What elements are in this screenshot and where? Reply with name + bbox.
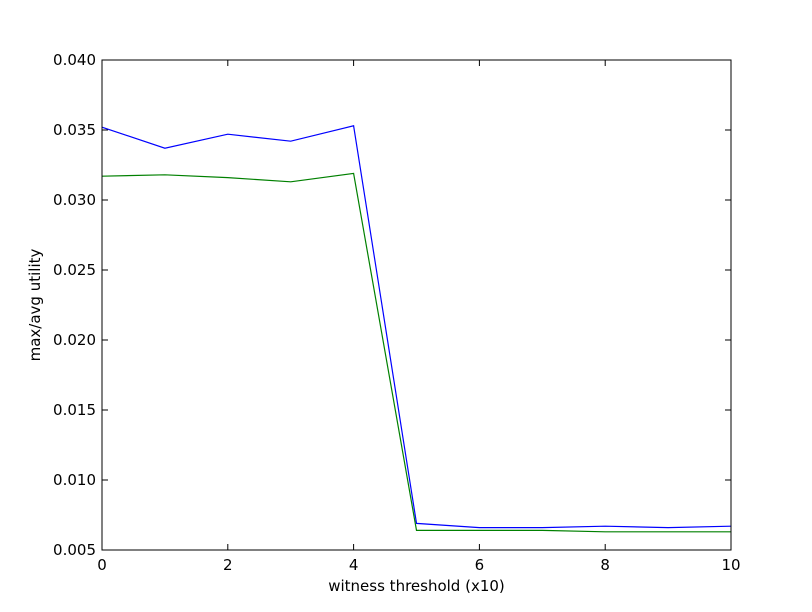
x-tick-label: 6 [475,556,485,574]
series-line-1 [101,125,732,529]
plot-area [102,60,731,550]
y-tick-label: 0.010 [53,471,96,489]
x-tick-label: 2 [223,556,233,574]
x-tick-label: 0 [97,556,107,574]
x-tick-label: 4 [349,556,359,574]
x-tick-label: 10 [721,556,740,574]
series-line-2 [101,172,731,533]
y-tick-label: 0.020 [53,331,96,349]
y-tick-label: 0.035 [53,121,96,139]
y-tick-label: 0.025 [53,261,96,279]
series-layer [101,125,732,533]
y-axis-label: max/avg utility [26,249,44,362]
plot-frame [101,59,732,551]
y-tick-label: 0.030 [53,191,96,209]
y-tick-label: 0.040 [53,51,96,69]
ticks-layer: 0 2 4 6 8 10 0.005 0.010 0.015 0.020 0.025 0.030 0.0… [53,51,741,574]
x-axis-label: witness threshold (x10) [328,577,505,595]
y-tick-label: 0.005 [53,541,96,559]
x-tick-label: 8 [600,556,610,574]
y-tick-label: 0.015 [53,401,96,419]
